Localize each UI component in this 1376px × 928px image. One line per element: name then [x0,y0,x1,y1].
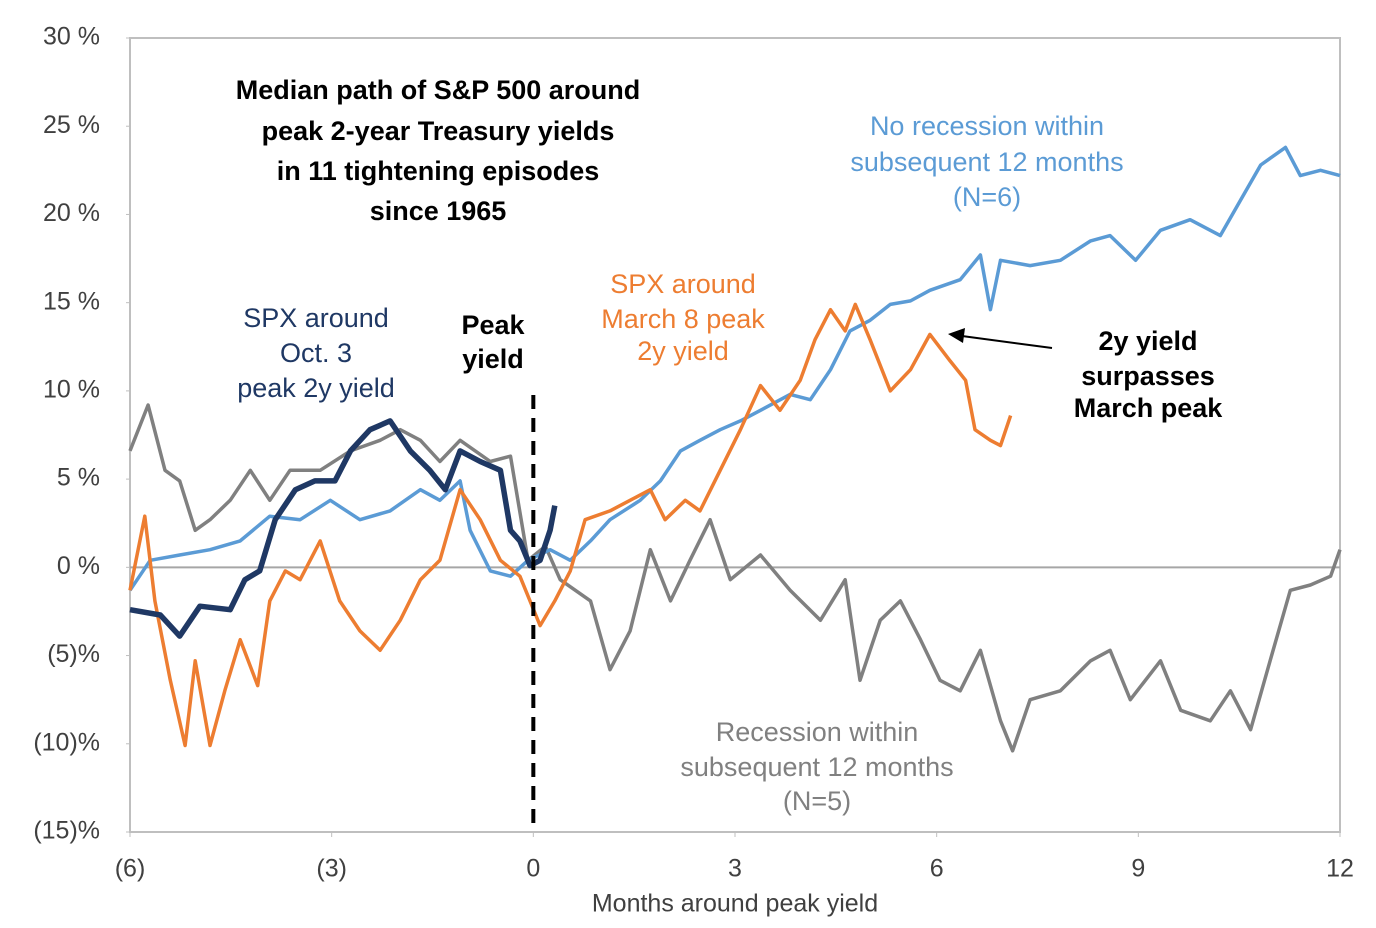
chart-title: Median path of S&P 500 around [236,75,641,105]
y-tick-label: 20 % [43,199,100,227]
x-tick-label: 6 [930,855,944,883]
series-label: subsequent 12 months [680,752,953,782]
y-tick-label: 10 % [43,375,100,403]
annotation: 2y yield [1098,326,1197,356]
arrow-head [948,328,965,343]
series-line [128,145,1341,592]
series-label: March 8 peak [601,304,765,334]
series-label: 2y yield [637,336,729,366]
y-tick-label: 0 % [57,552,100,580]
arrow-shaft [961,335,1053,349]
x-axis-label: Months around peak yield [592,890,878,918]
y-tick-label: (5)% [47,640,100,668]
series-label: Oct. 3 [280,338,352,368]
x-tick-label: 9 [1131,855,1145,883]
y-tick-label: 30 % [43,23,100,51]
series-label: subsequent 12 months [850,147,1123,177]
series-label: (N=5) [783,786,851,816]
y-tick-label: 15 % [43,287,100,315]
peak-label: Peak [461,310,525,340]
y-tick-label: (10)% [33,728,100,756]
chart-title: since 1965 [370,196,507,226]
x-tick-label: (6) [115,855,146,883]
series-label: SPX around [243,303,389,333]
x-tick-label: (3) [316,855,347,883]
x-tick-label: 0 [526,855,540,883]
x-tick-label: 3 [728,855,742,883]
y-tick-label: 25 % [43,111,100,139]
series-line [128,302,1013,748]
series-label: (N=6) [953,182,1021,212]
y-tick-label: (15)% [33,817,100,845]
series-label: No recession within [870,111,1104,141]
series-label: Recession within [716,717,919,747]
chart-title: in 11 tightening episodes [277,156,600,186]
series-label: peak 2y yield [237,373,395,403]
annotation: March peak [1074,393,1224,423]
series-label: SPX around [610,269,756,299]
y-tick-label: 5 % [57,464,100,492]
chart-title: peak 2-year Treasury yields [262,116,615,146]
annotation: surpasses [1081,361,1215,391]
peak-label: yield [462,344,524,374]
x-tick-label: 12 [1326,855,1354,883]
series-line [128,403,1342,753]
series-line [129,418,558,639]
